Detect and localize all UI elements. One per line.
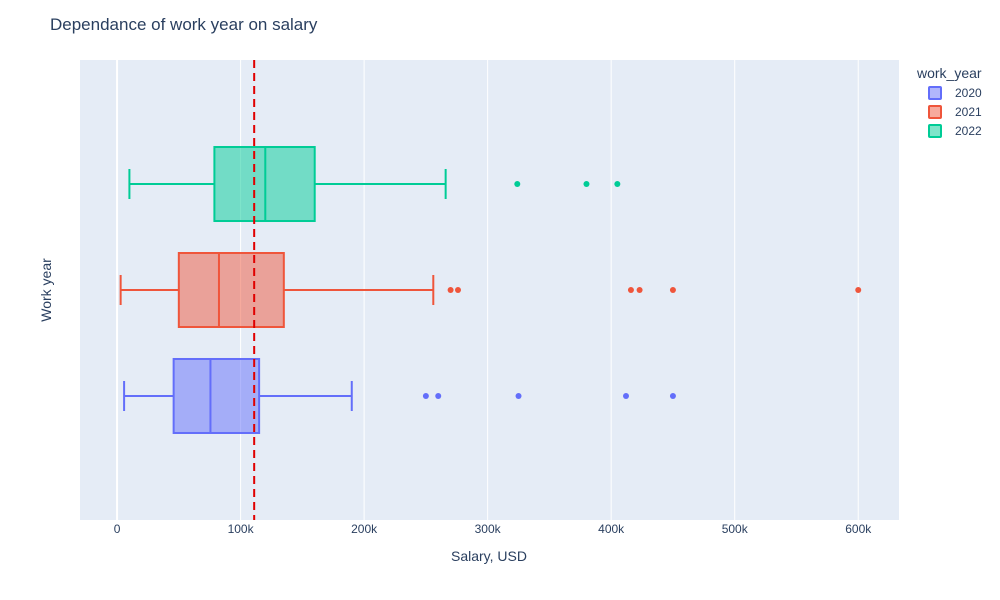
legend-label-2020: 2020 [955,86,982,100]
legend-swatch-2022 [928,124,942,138]
x-tick-label: 400k [598,522,625,536]
x-tick-label: 100k [228,522,255,536]
outlier-point [855,287,862,293]
outlier-point [514,181,521,188]
y-axis-label: Work year [38,258,54,322]
box-series [119,146,862,434]
chart-title: Dependance of work year on salary [50,15,318,34]
legend-label-2021: 2021 [955,105,982,119]
x-tick-label: 200k [351,522,378,536]
outlier-point [515,392,522,399]
outlier-point [422,392,429,399]
x-axis-ticks: 0 100k 200k 300k 400k 500k 600k [114,522,873,536]
x-tick-label: 600k [845,522,872,536]
legend: work_year 2020 2021 2022 [916,65,982,138]
outlier-point [627,287,634,293]
x-axis-label: Salary, USD [451,548,527,564]
legend-title: work_year [916,65,982,81]
legend-swatch-2021 [928,105,942,119]
outlier-point [614,181,621,188]
iqr-box [172,357,261,434]
outlier-point [455,287,461,293]
outlier-point [435,392,442,399]
outlier-point [623,392,629,399]
outlier-point [669,287,676,293]
legend-swatch-2020 [928,86,942,100]
iqr-box [177,252,285,328]
outlier-point [447,287,454,293]
box-2021 [119,252,862,328]
legend-label-2022: 2022 [955,124,982,138]
x-tick-label: 0 [114,522,121,536]
outlier-point [583,181,590,188]
x-tick-label: 300k [475,522,502,536]
box-2020 [123,357,676,434]
outlier-point [636,287,643,293]
box-2022 [128,146,621,223]
outlier-point [669,392,676,399]
x-tick-label: 500k [722,522,749,536]
